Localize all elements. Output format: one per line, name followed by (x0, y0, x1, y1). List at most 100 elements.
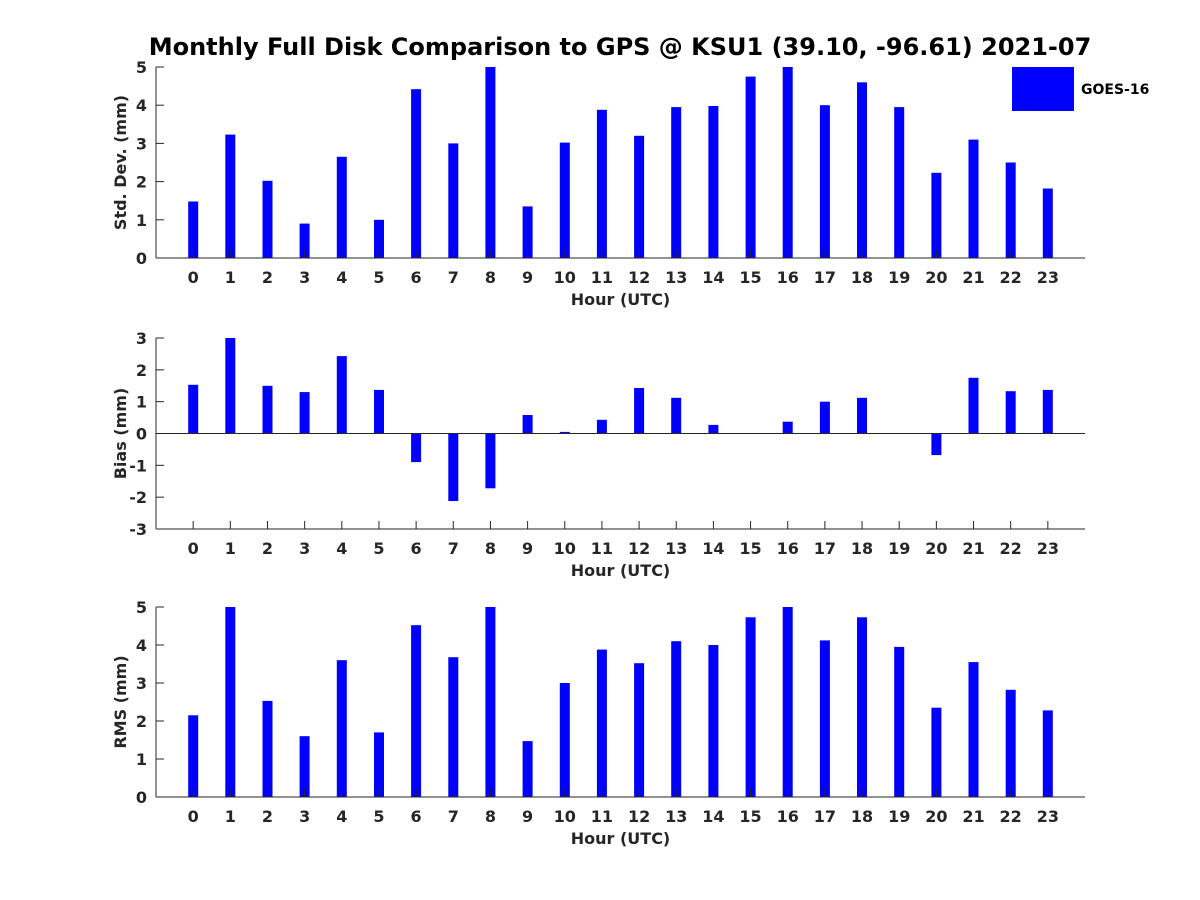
bar (596, 419, 607, 434)
bar (782, 421, 793, 434)
bar (411, 89, 422, 258)
bar (671, 641, 682, 797)
bar (819, 640, 830, 797)
y-tick-label: -2 (129, 488, 147, 507)
bar (596, 109, 607, 258)
y-tick-label: 1 (136, 750, 147, 769)
x-axis-label: Hour (UTC) (571, 561, 671, 580)
x-tick-label: 11 (591, 807, 613, 826)
x-tick-label: 22 (1000, 539, 1022, 558)
bar (336, 356, 347, 434)
y-tick-label: 1 (136, 393, 147, 412)
x-tick-label: 2 (262, 539, 273, 558)
bar (671, 397, 682, 434)
bar (708, 424, 719, 434)
x-tick-label: 10 (554, 807, 576, 826)
y-tick-label: 4 (136, 636, 147, 655)
bar (857, 82, 867, 258)
bar (299, 392, 310, 434)
x-tick-label: 7 (448, 268, 459, 287)
x-tick-label: 16 (777, 539, 799, 558)
x-tick-label: 19 (888, 539, 910, 558)
bar (448, 143, 459, 258)
bar (522, 206, 533, 258)
x-tick-label: 21 (962, 268, 984, 287)
bar (634, 135, 645, 258)
y-axis-label: RMS (mm) (111, 655, 130, 748)
y-tick-label: 5 (136, 598, 147, 617)
x-tick-label: 5 (373, 268, 384, 287)
bar (931, 433, 942, 456)
x-tick-label: 14 (702, 807, 724, 826)
y-axis-label: Bias (mm) (111, 388, 130, 480)
x-tick-label: 23 (1037, 539, 1059, 558)
bar (485, 607, 496, 797)
bar (522, 415, 533, 434)
bar (559, 142, 570, 258)
x-tick-label: 20 (925, 807, 947, 826)
x-tick-label: 0 (188, 539, 199, 558)
x-tick-label: 17 (814, 807, 836, 826)
x-axis-label: Hour (UTC) (571, 290, 671, 309)
x-tick-label: 20 (925, 268, 947, 287)
bar (225, 134, 236, 258)
bar (225, 338, 236, 434)
legend-swatch (1012, 67, 1074, 111)
x-tick-label: 18 (851, 807, 873, 826)
bar (671, 107, 682, 258)
x-tick-label: 8 (485, 268, 496, 287)
x-tick-label: 19 (888, 807, 910, 826)
bar (1005, 391, 1016, 434)
y-tick-label: -3 (129, 520, 147, 539)
x-tick-label: 2 (262, 807, 273, 826)
bar (374, 389, 384, 434)
x-axis-label: Hour (UTC) (571, 829, 671, 848)
x-tick-label: 4 (336, 807, 347, 826)
y-tick-label: 3 (136, 674, 147, 693)
bar (374, 732, 384, 797)
bar (857, 617, 867, 797)
x-tick-label: 18 (851, 268, 873, 287)
bar (1042, 188, 1053, 258)
bar (1005, 162, 1016, 258)
bar (559, 683, 570, 797)
x-tick-label: 11 (591, 268, 613, 287)
bar (745, 76, 756, 258)
bar (374, 219, 384, 258)
x-tick-label: 9 (522, 807, 533, 826)
x-tick-label: 3 (299, 539, 310, 558)
x-tick-label: 22 (1000, 268, 1022, 287)
bar (894, 646, 905, 797)
x-tick-label: 22 (1000, 807, 1022, 826)
x-tick-label: 0 (188, 807, 199, 826)
bar (968, 377, 979, 434)
y-tick-label: 3 (136, 329, 147, 348)
x-tick-label: 8 (485, 539, 496, 558)
x-tick-label: 23 (1037, 268, 1059, 287)
y-tick-label: 0 (136, 249, 147, 268)
bar (336, 156, 347, 258)
y-tick-label: 1 (136, 211, 147, 230)
bar (448, 433, 459, 501)
bar (968, 662, 979, 797)
x-tick-label: 13 (665, 807, 687, 826)
y-tick-label: 0 (136, 425, 147, 444)
x-tick-label: 3 (299, 268, 310, 287)
bar (931, 707, 942, 797)
x-tick-label: 14 (702, 268, 724, 287)
x-tick-label: 15 (739, 539, 761, 558)
bar (819, 105, 830, 258)
bar (1042, 710, 1053, 797)
x-tick-label: 17 (814, 268, 836, 287)
bar (596, 649, 607, 797)
x-tick-label: 1 (225, 539, 236, 558)
bar (894, 107, 905, 258)
bar (411, 433, 422, 463)
y-tick-label: 0 (136, 788, 147, 807)
x-tick-label: 9 (522, 268, 533, 287)
x-tick-label: 0 (188, 268, 199, 287)
x-tick-label: 15 (739, 268, 761, 287)
bar (522, 741, 533, 797)
legend-label: GOES-16 (1081, 82, 1149, 98)
